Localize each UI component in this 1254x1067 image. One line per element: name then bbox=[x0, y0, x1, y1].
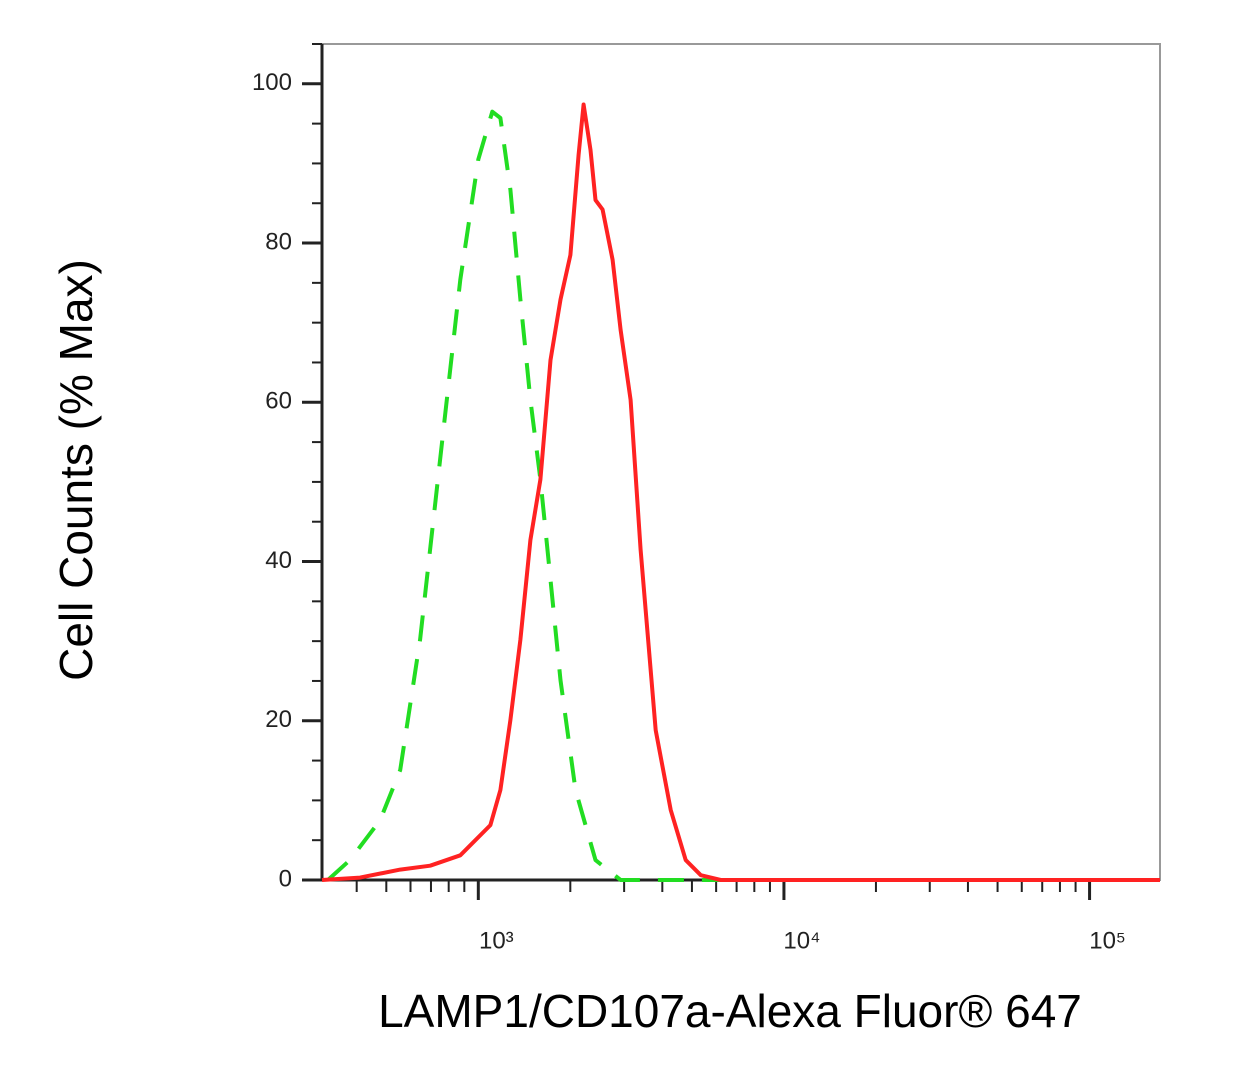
y-tick-label: 0 bbox=[279, 865, 292, 892]
y-axis-title: Cell Counts (% Max) bbox=[50, 259, 102, 681]
y-tick-label: 60 bbox=[265, 388, 292, 415]
y-tick-label: 20 bbox=[265, 706, 292, 733]
plot-frame bbox=[321, 43, 1161, 881]
y-tick-label: 40 bbox=[265, 547, 292, 574]
x-tick-label: 10⁴ bbox=[783, 927, 820, 954]
series-line bbox=[326, 109, 1160, 882]
y-tick-label: 100 bbox=[252, 69, 292, 96]
x-tick-label: 10³ bbox=[479, 927, 514, 954]
series-line bbox=[321, 102, 1160, 882]
y-tick-label: 80 bbox=[265, 228, 292, 255]
x-axis-title: LAMP1/CD107a-Alexa Fluor® 647 bbox=[378, 985, 1082, 1037]
x-tick-label: 10⁵ bbox=[1089, 927, 1126, 954]
